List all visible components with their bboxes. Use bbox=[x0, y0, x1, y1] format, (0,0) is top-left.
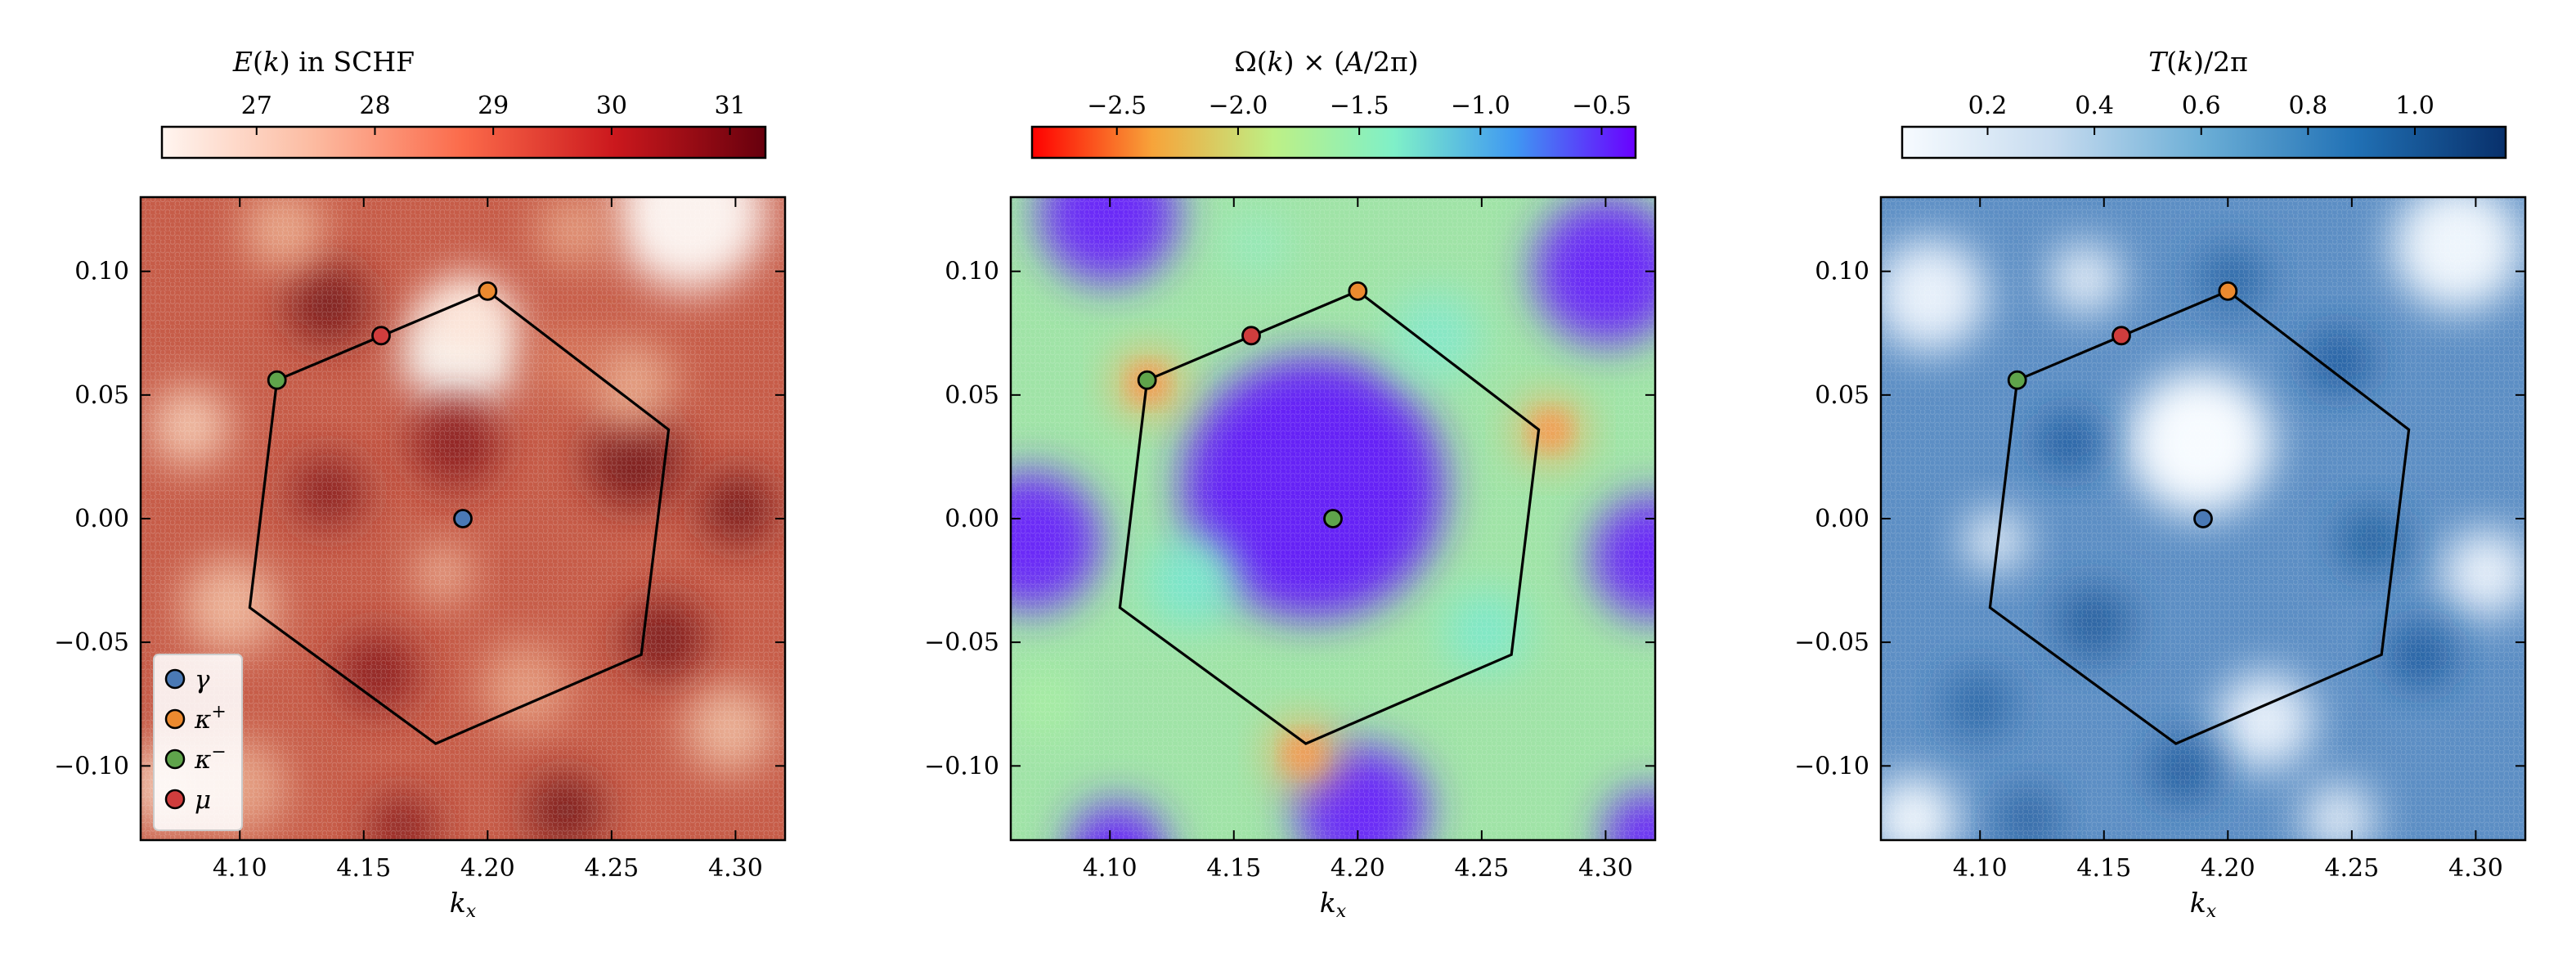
colorbar-tick-label: 0.8 bbox=[2288, 92, 2327, 120]
colorbar-tick-label: 29 bbox=[478, 92, 509, 120]
x-tick-label: 4.15 bbox=[1206, 854, 1261, 883]
y-tick-label: −0.05 bbox=[1794, 628, 1869, 657]
x-tick-label: 4.15 bbox=[336, 854, 391, 883]
x-tick-label: 4.10 bbox=[1953, 854, 2008, 883]
x-tick-label: 4.15 bbox=[2076, 854, 2131, 883]
mu-point bbox=[2112, 326, 2131, 346]
x-tick-label: 4.20 bbox=[460, 854, 515, 883]
x-tick-label: 4.30 bbox=[708, 854, 763, 883]
mu-point bbox=[1241, 326, 1261, 346]
legend: γ κ+ κ− μ bbox=[153, 654, 243, 831]
colorbar-tick-label: 28 bbox=[359, 92, 390, 120]
y-tick-label: 0.00 bbox=[1815, 505, 1869, 533]
energy-axis-ticks: 4.10 4.15 4.20 4.25 4.30 −0.10 −0.05 0.00 0.05 0.… bbox=[54, 197, 785, 883]
colorbar-tick-label: 1.0 bbox=[2395, 92, 2435, 120]
metric-colorbar bbox=[1901, 125, 2507, 160]
berry-markers bbox=[1118, 281, 1541, 745]
y-tick-label: 0.10 bbox=[74, 258, 129, 286]
x-tick-label: 4.10 bbox=[1083, 854, 1138, 883]
berry-x-axis-label: kx bbox=[1320, 887, 1347, 922]
y-tick-label: −0.05 bbox=[924, 628, 999, 657]
mu-point bbox=[371, 326, 391, 346]
kappa-plus-point bbox=[1348, 281, 1368, 301]
y-tick-label: 0.10 bbox=[945, 258, 999, 286]
y-tick-label: 0.00 bbox=[74, 505, 129, 533]
kappa-minus-point bbox=[1137, 370, 1157, 390]
berry-axis-ticks: 4.10 4.15 4.20 4.25 4.30 −0.10 −0.05 0.00 0.05 0.… bbox=[924, 197, 1655, 883]
y-tick-label: −0.10 bbox=[924, 752, 999, 780]
colorbar-tick-label: −1.0 bbox=[1451, 92, 1510, 120]
y-tick-label: 0.00 bbox=[945, 505, 999, 533]
x-tick-label: 4.30 bbox=[2448, 854, 2503, 883]
y-tick-label: 0.05 bbox=[74, 381, 129, 410]
berry-colorbar-title: Ω(k) × (A/2π) bbox=[1234, 46, 1418, 78]
gamma-point bbox=[1323, 509, 1343, 528]
legend-gamma-label: γ bbox=[195, 665, 210, 695]
x-tick-label: 4.20 bbox=[2201, 854, 2255, 883]
energy-colorbar-ticks: 27 28 29 30 31 bbox=[241, 92, 746, 135]
x-tick-label: 4.25 bbox=[2324, 854, 2379, 883]
energy-x-axis-label: kx bbox=[450, 887, 477, 922]
berry-colorbar bbox=[1030, 125, 1637, 160]
metric-colorbar-title: T(k)/2π bbox=[2148, 46, 2248, 78]
y-tick-label: −0.10 bbox=[54, 752, 129, 780]
colorbar-tick-label: 0.4 bbox=[2075, 92, 2114, 120]
x-tick-label: 4.25 bbox=[1454, 854, 1509, 883]
quantum-metric-panel: T(k)/2π 0.2 0.4 0.6 0.8 1.0 4.10 4.15 4.20 4.25… bbox=[1794, 46, 2527, 922]
y-tick-label: 0.10 bbox=[1815, 258, 1869, 286]
metric-x-axis-label: kx bbox=[2190, 887, 2217, 922]
legend-box bbox=[153, 654, 243, 831]
berry-curvature-panel: Ω(k) × (A/2π) −2.5 −2.0 −1.5 −1.0 −0.5 4.10 4… bbox=[924, 46, 1657, 922]
colorbar-tick-label: −2.5 bbox=[1087, 92, 1147, 120]
colorbar-tick-label: 0.2 bbox=[1968, 92, 2008, 120]
kappa-minus-point bbox=[267, 370, 287, 390]
legend-kappa-plus-marker bbox=[164, 708, 186, 730]
energy-markers bbox=[248, 281, 671, 745]
colorbar-tick-label: −2.0 bbox=[1208, 92, 1268, 120]
y-tick-label: 0.05 bbox=[945, 381, 999, 410]
legend-mu-label: μ bbox=[195, 785, 211, 815]
kappa-plus-point bbox=[478, 281, 498, 301]
energy-colorbar-title: E(k) in SCHF bbox=[232, 46, 415, 78]
colorbar-tick-label: −0.5 bbox=[1572, 92, 1631, 120]
energy-panel: E(k) in SCHF 27 28 29 30 31 4.10 4.15 4.20 4.25… bbox=[54, 46, 787, 922]
kappa-minus-point bbox=[2007, 370, 2027, 390]
gamma-point bbox=[2193, 509, 2213, 528]
colorbar-tick-label: 0.6 bbox=[2182, 92, 2221, 120]
colorbar-tick-label: 27 bbox=[241, 92, 272, 120]
kappa-plus-point bbox=[2218, 281, 2238, 301]
x-tick-label: 4.20 bbox=[1331, 854, 1385, 883]
legend-kappa-minus-marker bbox=[164, 748, 186, 770]
colorbar-tick-label: 30 bbox=[596, 92, 627, 120]
x-tick-label: 4.10 bbox=[213, 854, 267, 883]
energy-colorbar bbox=[160, 125, 767, 160]
y-tick-label: −0.10 bbox=[1794, 752, 1869, 780]
berry-colorbar-ticks: −2.5 −2.0 −1.5 −1.0 −0.5 bbox=[1087, 92, 1631, 135]
colorbar-tick-label: 31 bbox=[714, 92, 745, 120]
legend-kappa-plus-label: κ+ bbox=[194, 702, 227, 735]
x-tick-label: 4.30 bbox=[1578, 854, 1633, 883]
x-tick-label: 4.25 bbox=[584, 854, 639, 883]
colorbar-tick-label: −1.5 bbox=[1330, 92, 1389, 120]
metric-colorbar-ticks: 0.2 0.4 0.6 0.8 1.0 bbox=[1968, 92, 2435, 135]
legend-mu-marker bbox=[164, 789, 186, 810]
legend-gamma-marker bbox=[164, 668, 186, 690]
metric-axis-ticks: 4.10 4.15 4.20 4.25 4.30 −0.10 −0.05 0.00 0.05 0.… bbox=[1794, 197, 2525, 883]
metric-markers bbox=[1988, 281, 2411, 745]
y-tick-label: 0.05 bbox=[1815, 381, 1869, 410]
legend-kappa-minus-label: κ− bbox=[194, 742, 227, 775]
gamma-point bbox=[453, 509, 473, 528]
y-tick-label: −0.05 bbox=[54, 628, 129, 657]
